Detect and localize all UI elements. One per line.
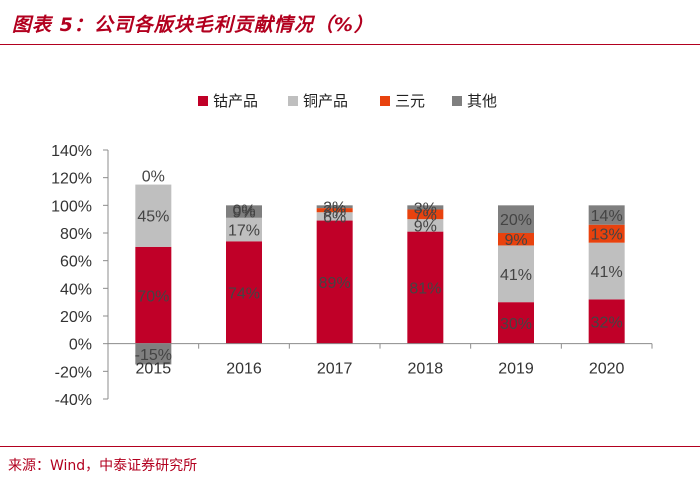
data-label: 2% <box>323 200 346 217</box>
x-tick-label: 2015 <box>136 361 172 378</box>
y-tick-label: -20% <box>55 364 92 381</box>
data-label: 30% <box>500 316 532 333</box>
bar-segment <box>407 205 444 210</box>
legend: 钴产品 铜产品 三元 其他 <box>198 92 497 110</box>
bar-segment <box>226 205 262 218</box>
bar-segment <box>226 241 262 344</box>
data-label: 89% <box>319 275 351 292</box>
data-label: 6% <box>323 209 346 226</box>
y-tick-label: 100% <box>51 198 92 215</box>
title-divider <box>0 44 700 45</box>
data-label: 9% <box>414 218 437 235</box>
legend-label-copper: 铜产品 <box>303 92 348 110</box>
bar-segment <box>588 299 625 344</box>
bar-segment <box>316 220 353 344</box>
y-tick-label: -40% <box>55 392 92 409</box>
x-axis: 2015 2016 2017 2018 2019 2020 <box>136 361 625 378</box>
data-label: 74% <box>228 285 260 302</box>
bar-segment <box>135 184 172 247</box>
data-labels: 70% 74%89% 81%30% 32%45%17%6%9%41% 41%3% 7%9%… <box>135 169 623 364</box>
legend-label-other: 其他 <box>467 92 497 110</box>
chart-title: 图表 5：公司各版块毛利贡献情况（%） <box>12 14 374 36</box>
data-label: 17% <box>228 223 260 240</box>
y-tick-label: 0% <box>69 337 92 354</box>
y-tick-label: 80% <box>60 226 92 243</box>
data-label: 70% <box>137 288 169 305</box>
bar-segment <box>407 231 444 344</box>
y-tick-label: 140% <box>51 143 92 160</box>
legend-swatch-cobalt <box>198 96 208 106</box>
bar-segment <box>588 242 625 300</box>
bar-segment <box>498 233 534 246</box>
bar-segment <box>588 205 625 225</box>
data-label: 0% <box>232 203 255 220</box>
data-label: 13% <box>591 227 623 244</box>
bar-segment <box>498 245 534 303</box>
data-label: 9% <box>232 205 255 222</box>
y-tick-label: 20% <box>60 309 92 326</box>
y-axis: 140% 120% 100% 80% 60% 40% 20% 0% -20% -40% <box>51 143 109 409</box>
legend-label-ternary: 三元 <box>395 92 425 110</box>
bar-segment <box>498 302 534 344</box>
bar-segment <box>226 217 262 242</box>
bars <box>135 184 625 365</box>
data-label: 3% <box>323 203 346 220</box>
data-label: 45% <box>137 209 169 226</box>
y-tick-label: 120% <box>51 171 92 188</box>
data-label: 81% <box>409 281 441 298</box>
x-tick-label: 2020 <box>589 361 625 378</box>
data-label: 41% <box>591 264 623 281</box>
y-tick-label: 60% <box>60 254 92 271</box>
bar-segment <box>316 208 353 213</box>
source-note: 来源：Wind，中泰证券研究所 <box>8 458 198 474</box>
data-label: 20% <box>500 212 532 229</box>
x-tick-label: 2019 <box>498 361 534 378</box>
data-label: 41% <box>500 267 532 284</box>
zero-axis-line <box>107 343 653 349</box>
y-tick-label: 40% <box>60 281 92 298</box>
data-label: 32% <box>591 315 623 332</box>
legend-swatch-copper <box>288 96 298 106</box>
bar-segment <box>316 212 353 221</box>
bar-segment <box>407 209 444 220</box>
bar-segment <box>407 219 444 232</box>
legend-swatch-other <box>452 96 462 106</box>
legend-swatch-ternary <box>380 96 390 106</box>
data-label: -15% <box>135 347 172 364</box>
legend-label-cobalt: 钴产品 <box>213 92 258 110</box>
footer-divider <box>0 446 700 447</box>
x-tick-label: 2018 <box>408 361 444 378</box>
bar-segment <box>316 205 353 209</box>
data-label: 14% <box>591 208 623 225</box>
data-label: 9% <box>504 232 527 249</box>
bar-segment <box>498 205 534 233</box>
data-label: 0% <box>142 169 165 186</box>
bar-segment <box>135 246 172 344</box>
bar-segment <box>135 343 172 365</box>
stacked-bar-chart: 钴产品 铜产品 三元 其他 140% 120% 100% 80% 60% 40% 20% 0% -20… <box>51 92 653 409</box>
data-label: 3% <box>414 200 437 217</box>
x-tick-label: 2016 <box>226 361 262 378</box>
data-label: 7% <box>414 207 437 224</box>
bar-segment <box>588 224 625 243</box>
x-tick-label: 2017 <box>317 361 353 378</box>
